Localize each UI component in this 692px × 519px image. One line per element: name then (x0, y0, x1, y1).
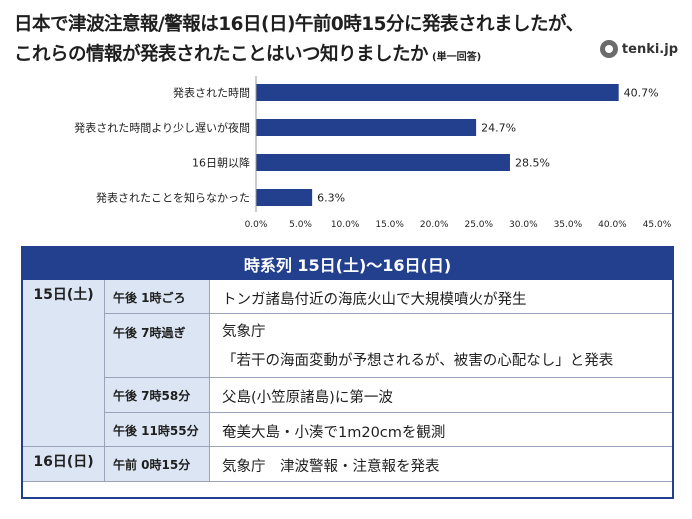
timeline-event: 気象庁 津波警報・注意報を発表 (210, 447, 672, 481)
x-tick-label: 20.0% (420, 220, 449, 230)
bar (256, 189, 313, 206)
timeline-event-line: トンガ諸島付近の海底火山で大規模噴火が発生 (222, 292, 527, 308)
timeline-time: 午後 7時過ぎ (105, 314, 210, 377)
timeline-header: 時系列 15日(土)〜16日(日) (23, 248, 672, 280)
value-label: 40.7% (624, 87, 659, 100)
category-label: 16日朝以降 (192, 156, 250, 170)
timeline-event: トンガ諸島付近の海底火山で大規模噴火が発生 (210, 280, 672, 313)
timeline-event-line: 奄美大島・小湊で1m20cmを観測 (222, 425, 446, 441)
category-label: 発表された時間 (173, 86, 250, 100)
x-tick-label: 15.0% (375, 220, 404, 230)
bar (256, 154, 510, 171)
bar (256, 119, 477, 136)
timeline-row: 午後 7時58分 父島(小笠原諸島)に第一波 (105, 378, 672, 413)
timeline-time: 午後 11時55分 (105, 413, 210, 446)
timeline-table: 時系列 15日(土)〜16日(日) 午後 1時ごろ トンガ諸島付近の海底火山で大規… (21, 246, 674, 499)
x-tick-label: 25.0% (464, 220, 493, 230)
timeline-time: 午後 7時58分 (105, 378, 210, 412)
timeline-row: 午後 7時過ぎ 気象庁「若干の海面変動が予想されるが、被害の心配なし」と発表 (105, 314, 672, 378)
chart-title-note: (単一回答) (432, 52, 482, 63)
chart-title-text: これらの情報が発表されたことはいつ知りましたか (14, 44, 429, 65)
x-tick-label: 0.0% (245, 220, 268, 230)
timeline-time: 午後 1時ごろ (105, 280, 210, 313)
timeline-time: 午前 0時15分 (105, 447, 210, 481)
timeline-event-line: 気象庁 (222, 324, 266, 340)
tenki-logo-icon (599, 40, 618, 58)
timeline-day-label: 15日(土) (23, 280, 105, 447)
value-label: 6.3% (317, 192, 345, 205)
value-label: 28.5% (515, 157, 550, 170)
x-tick-label: 30.0% (509, 220, 538, 230)
x-tick-label: 40.0% (598, 220, 627, 230)
chart-title-line1: 日本で津波注意報/警報は16日(日)午前0時15分に発表されましたが、 (14, 14, 584, 35)
x-tick-label: 35.0% (554, 220, 583, 230)
timeline-row: 午前 0時15分 気象庁 津波警報・注意報を発表 (105, 447, 672, 482)
timeline-event-line: 気象庁 津波警報・注意報を発表 (222, 459, 440, 475)
value-label: 24.7% (481, 122, 516, 135)
x-tick-label: 5.0% (289, 220, 312, 230)
timeline-day-label: 16日(日) (23, 447, 105, 482)
timeline-event: 父島(小笠原諸島)に第一波 (210, 378, 672, 412)
timeline-event-line: 父島(小笠原諸島)に第一波 (222, 390, 393, 406)
chart-title-line2: これらの情報が発表されたことはいつ知りましたか (単一回答) (14, 40, 481, 66)
timeline-row: 午後 1時ごろ トンガ諸島付近の海底火山で大規模噴火が発生 (105, 280, 672, 314)
timeline-event: 奄美大島・小湊で1m20cmを観測 (210, 413, 672, 446)
header: 日本で津波注意報/警報は16日(日)午前0時15分に発表されましたが、 これらの… (0, 0, 692, 72)
timeline-row: 午後 11時55分 奄美大島・小湊で1m20cmを観測 (105, 413, 672, 447)
category-label: 発表された時間より少し遅いが夜間 (74, 121, 250, 135)
x-tick-label: 45.0% (643, 220, 672, 230)
bar (256, 84, 619, 101)
tenki-logo-text: tenki.jp (621, 41, 678, 57)
bar-chart: 発表された時間 40.7% 発表された時間より少し遅いが夜間 24.7% 16日朝以降 2… (74, 76, 672, 230)
timeline-event-line: 「若干の海面変動が予想されるが、被害の心配なし」と発表 (222, 353, 614, 369)
tenki-logo: tenki.jp (599, 40, 678, 58)
x-tick-label: 10.0% (331, 220, 360, 230)
timeline-event: 気象庁「若干の海面変動が予想されるが、被害の心配なし」と発表 (210, 314, 672, 377)
category-label: 発表されたことを知らなかった (96, 191, 250, 205)
